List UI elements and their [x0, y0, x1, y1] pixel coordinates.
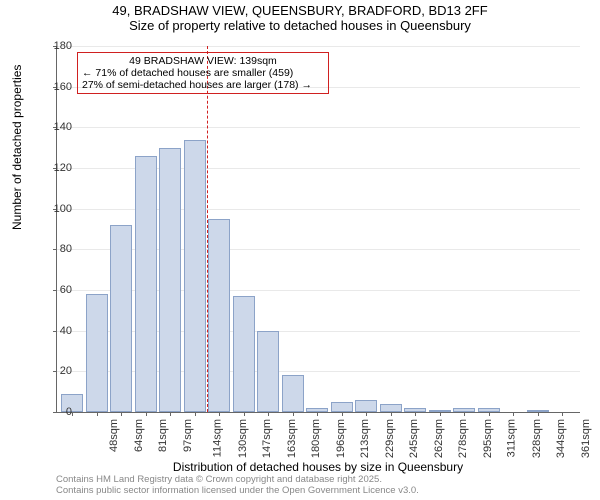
xtick-mark: [170, 412, 171, 416]
xtick-mark: [195, 412, 196, 416]
xtick-mark: [317, 412, 318, 416]
xtick-mark: [121, 412, 122, 416]
chart-title: 49, BRADSHAW VIEW, QUEENSBURY, BRADFORD,…: [0, 4, 600, 19]
plot-region: 49 BRADSHAW VIEW: 139sqm← 71% of detache…: [56, 46, 580, 413]
xtick-label: 361sqm: [580, 419, 592, 458]
xtick-label: 311sqm: [505, 419, 517, 457]
xtick-mark: [293, 412, 294, 416]
xtick-label: 180sqm: [310, 419, 322, 458]
bar: [135, 156, 157, 412]
xtick-label: 278sqm: [457, 419, 469, 458]
bar: [159, 148, 181, 412]
xtick-label: 196sqm: [335, 419, 347, 458]
xtick-label: 48sqm: [108, 419, 120, 452]
marker-line: [207, 46, 208, 412]
annotation-line: 27% of semi-detached houses are larger (…: [82, 79, 324, 91]
xtick-mark: [146, 412, 147, 416]
xtick-label: 64sqm: [133, 419, 145, 452]
chart-area: 49 BRADSHAW VIEW: 139sqm← 71% of detache…: [56, 46, 579, 412]
ytick-label: 0: [44, 406, 72, 418]
xtick-mark: [440, 412, 441, 416]
xtick-mark: [562, 412, 563, 416]
ytick-label: 120: [44, 162, 72, 174]
xtick-label: 114sqm: [211, 419, 223, 457]
xtick-label: 344sqm: [555, 419, 567, 458]
ytick-label: 160: [44, 81, 72, 93]
bar: [233, 296, 255, 412]
xtick-mark: [72, 412, 73, 416]
gridline: [57, 127, 580, 128]
xtick-label: 245sqm: [408, 419, 420, 458]
xtick-mark: [489, 412, 490, 416]
bar: [208, 219, 230, 412]
bar: [355, 400, 377, 412]
xtick-label: 328sqm: [531, 419, 543, 458]
xtick-label: 295sqm: [482, 419, 494, 458]
xtick-label: 130sqm: [237, 419, 249, 458]
annotation-line: 49 BRADSHAW VIEW: 139sqm: [82, 55, 324, 67]
x-axis-label: Distribution of detached houses by size …: [18, 460, 600, 474]
annotation-line: ← 71% of detached houses are smaller (45…: [82, 67, 324, 79]
xtick-mark: [464, 412, 465, 416]
ytick-label: 140: [44, 121, 72, 133]
bar: [282, 375, 304, 412]
bar: [380, 404, 402, 412]
xtick-mark: [415, 412, 416, 416]
bar: [331, 402, 353, 412]
ytick-label: 180: [44, 40, 72, 52]
xtick-mark: [513, 412, 514, 416]
xtick-mark: [97, 412, 98, 416]
footer-line-2: Contains public sector information licen…: [56, 486, 419, 497]
xtick-mark: [391, 412, 392, 416]
bar: [257, 331, 279, 412]
ytick-label: 20: [44, 365, 72, 377]
xtick-label: 262sqm: [433, 419, 445, 458]
chart-title-block: 49, BRADSHAW VIEW, QUEENSBURY, BRADFORD,…: [0, 0, 600, 34]
ytick-label: 60: [44, 284, 72, 296]
xtick-label: 163sqm: [286, 419, 298, 458]
xtick-mark: [538, 412, 539, 416]
chart-subtitle: Size of property relative to detached ho…: [0, 19, 600, 34]
bar: [184, 140, 206, 412]
bar: [86, 294, 108, 412]
xtick-mark: [342, 412, 343, 416]
xtick-mark: [268, 412, 269, 416]
xtick-label: 97sqm: [182, 419, 194, 452]
xtick-mark: [219, 412, 220, 416]
ytick-label: 100: [44, 203, 72, 215]
xtick-label: 147sqm: [261, 419, 273, 458]
gridline: [57, 46, 580, 47]
ytick-label: 40: [44, 325, 72, 337]
xtick-mark: [366, 412, 367, 416]
annotation-box: 49 BRADSHAW VIEW: 139sqm← 71% of detache…: [77, 52, 329, 94]
xtick-label: 213sqm: [359, 419, 371, 458]
xtick-label: 229sqm: [384, 419, 396, 458]
ytick-label: 80: [44, 243, 72, 255]
bar: [110, 225, 132, 412]
xtick-label: 81sqm: [157, 419, 169, 452]
footer-attribution: Contains HM Land Registry data © Crown c…: [56, 475, 419, 497]
y-axis-label: Number of detached properties: [10, 65, 24, 230]
xtick-mark: [244, 412, 245, 416]
